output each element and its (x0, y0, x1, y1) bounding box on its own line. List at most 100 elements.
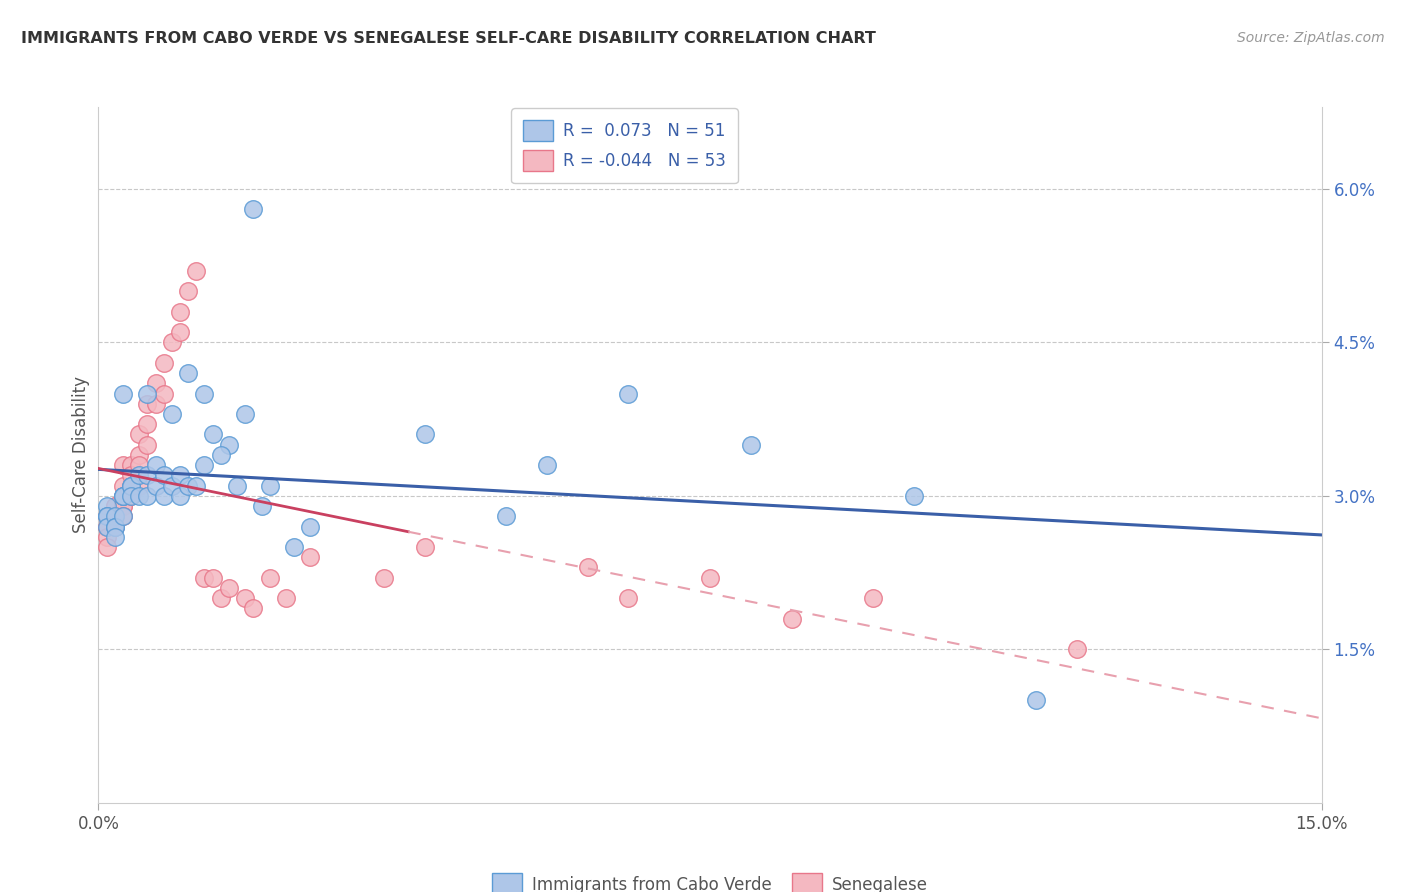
Point (862, 591, 884, 606)
Point (274, 591, 297, 606)
Point (218, 438, 240, 452)
Point (186, 478, 208, 492)
Point (111, 499, 134, 513)
Point (299, 550, 322, 565)
Point (120, 489, 142, 503)
Point (96, 540, 118, 554)
Point (160, 335, 183, 350)
Point (259, 571, 281, 585)
Point (193, 571, 215, 585)
Point (104, 519, 127, 533)
Point (111, 489, 134, 503)
Point (536, 458, 558, 472)
Point (111, 489, 134, 503)
Text: Source: ZipAtlas.com: Source: ZipAtlas.com (1237, 31, 1385, 45)
Point (136, 438, 159, 452)
Point (145, 397, 167, 411)
Point (96, 509, 118, 524)
Point (250, 499, 273, 513)
Point (104, 519, 127, 533)
Point (242, 601, 264, 615)
Point (145, 376, 167, 391)
Point (299, 519, 322, 533)
Point (111, 489, 134, 503)
Point (780, 612, 803, 626)
Point (152, 386, 174, 401)
Point (193, 458, 215, 472)
Point (96, 519, 118, 533)
Point (136, 397, 159, 411)
Point (233, 591, 256, 606)
Point (120, 458, 142, 472)
Point (145, 478, 167, 492)
Point (413, 427, 436, 442)
Point (617, 386, 640, 401)
Point (617, 591, 640, 606)
Point (259, 478, 281, 492)
Point (104, 499, 127, 513)
Point (120, 478, 142, 492)
Point (136, 468, 159, 483)
Point (193, 386, 215, 401)
Point (1025, 693, 1047, 707)
Point (111, 478, 134, 492)
Point (226, 478, 249, 492)
Point (145, 458, 167, 472)
Point (104, 530, 127, 544)
Point (169, 489, 191, 503)
Point (233, 407, 256, 421)
Point (96, 509, 118, 524)
Point (111, 489, 134, 503)
Point (576, 560, 599, 574)
Point (495, 509, 517, 524)
Point (169, 468, 191, 483)
Point (169, 304, 191, 318)
Point (373, 571, 395, 585)
Point (128, 468, 150, 483)
Point (413, 540, 436, 554)
Point (160, 478, 183, 492)
Point (128, 489, 150, 503)
Point (128, 427, 150, 442)
Point (128, 478, 150, 492)
Point (218, 581, 240, 595)
Point (201, 571, 224, 585)
Y-axis label: Self-Care Disability: Self-Care Disability (72, 376, 90, 533)
Point (283, 540, 305, 554)
Point (209, 591, 232, 606)
Point (111, 499, 134, 513)
Point (104, 519, 127, 533)
Point (152, 489, 174, 503)
Point (120, 489, 142, 503)
Point (903, 489, 925, 503)
Text: IMMIGRANTS FROM CABO VERDE VS SENEGALESE SELF-CARE DISABILITY CORRELATION CHART: IMMIGRANTS FROM CABO VERDE VS SENEGALESE… (21, 31, 876, 46)
Point (177, 284, 200, 298)
Point (201, 427, 224, 442)
Point (242, 202, 264, 217)
Point (209, 448, 232, 462)
Point (111, 509, 134, 524)
Point (104, 509, 127, 524)
Point (186, 264, 208, 278)
Point (120, 478, 142, 492)
Point (120, 478, 142, 492)
Point (152, 468, 174, 483)
Point (96, 519, 118, 533)
Point (120, 468, 142, 483)
Point (104, 499, 127, 513)
Point (128, 448, 150, 462)
Point (740, 438, 762, 452)
Point (177, 366, 200, 380)
Point (111, 509, 134, 524)
Point (96, 519, 118, 533)
Point (104, 509, 127, 524)
Point (152, 356, 174, 370)
Point (136, 489, 159, 503)
Point (160, 407, 183, 421)
Point (699, 571, 721, 585)
Point (104, 509, 127, 524)
Point (1066, 642, 1088, 657)
Point (111, 386, 134, 401)
Point (177, 478, 200, 492)
Point (96, 509, 118, 524)
